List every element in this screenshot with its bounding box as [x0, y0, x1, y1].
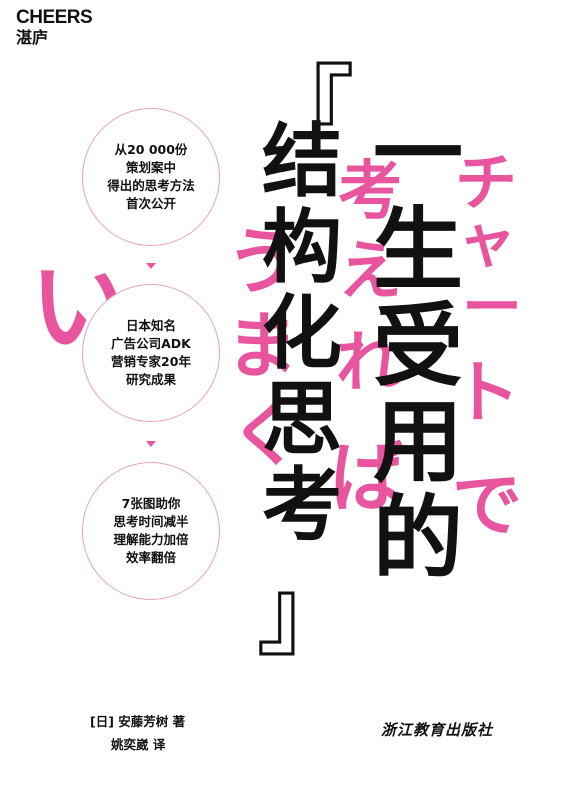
feature-line: 广告公司ADK: [111, 336, 191, 351]
jp-char: ト: [452, 354, 521, 433]
title-char: 结: [262, 115, 342, 208]
title-char: 受: [373, 294, 463, 399]
jp-char: ー: [462, 273, 522, 343]
translator-credit: 姚奕崴 译: [111, 737, 166, 752]
jp-char: え: [338, 235, 402, 309]
jp-char: チ: [455, 146, 518, 219]
feature-circle-1: 从20 000份 策划案中 得出的思考方法 首次公开: [82, 108, 220, 246]
title-char: 化: [262, 287, 342, 380]
feature-circle-3: 7张图助你 思考时间减半 理解能力加倍 效率翻倍: [82, 462, 220, 600]
jp-char: れ: [336, 324, 402, 401]
feature-line: 策划案中: [125, 160, 176, 175]
feature-line: 研究成果: [125, 372, 176, 387]
jp-char: く: [230, 394, 300, 476]
title-char: 构: [262, 201, 342, 294]
feature-line: 7张图助你: [121, 496, 181, 511]
feature-line: 营销专家20年: [111, 354, 191, 369]
brand-name-en: CHEERS: [16, 7, 93, 28]
jp-char: 考: [338, 155, 402, 229]
feature-line: 日本知名: [125, 318, 176, 333]
jp-char: で: [452, 464, 522, 546]
brand-name-cn: 湛庐: [16, 28, 49, 47]
down-arrow-icon: [146, 441, 156, 447]
title-close-bracket: 』: [256, 558, 352, 670]
title-column-left: 结 构 化 思 考: [252, 122, 352, 552]
brand-logo: CHEERS 湛庐: [16, 7, 93, 47]
title-char: 一: [373, 102, 463, 207]
title-char: 思: [262, 373, 342, 466]
title-char: 考: [262, 459, 342, 552]
jp-char: ャ: [458, 207, 517, 275]
down-arrow-icon: [146, 263, 156, 269]
feature-circle-2: 日本知名 广告公司ADK 营销专家20年 研究成果: [82, 284, 220, 422]
title-column-right: 一 生 受 用 的: [360, 110, 476, 590]
feature-line: 从20 000份: [114, 142, 188, 157]
jp-char: ま: [226, 304, 299, 388]
title-char: 的: [373, 486, 463, 591]
feature-line: 首次公开: [125, 196, 176, 211]
jp-char: ば: [330, 433, 406, 522]
title-open-bracket: 『: [259, 54, 355, 166]
title-char: 用: [373, 390, 463, 495]
title-char: 生: [373, 198, 463, 303]
publisher-logo: 浙江教育出版社: [381, 721, 494, 739]
author-credit: [日] 安藤芳树 著: [90, 714, 186, 729]
feature-line: 理解能力加倍: [113, 532, 189, 547]
feature-line: 效率翻倍: [125, 550, 176, 565]
feature-line: 思考时间减半: [113, 514, 189, 529]
feature-line: 得出的思考方法: [107, 178, 195, 193]
jp-char: う: [226, 220, 299, 304]
